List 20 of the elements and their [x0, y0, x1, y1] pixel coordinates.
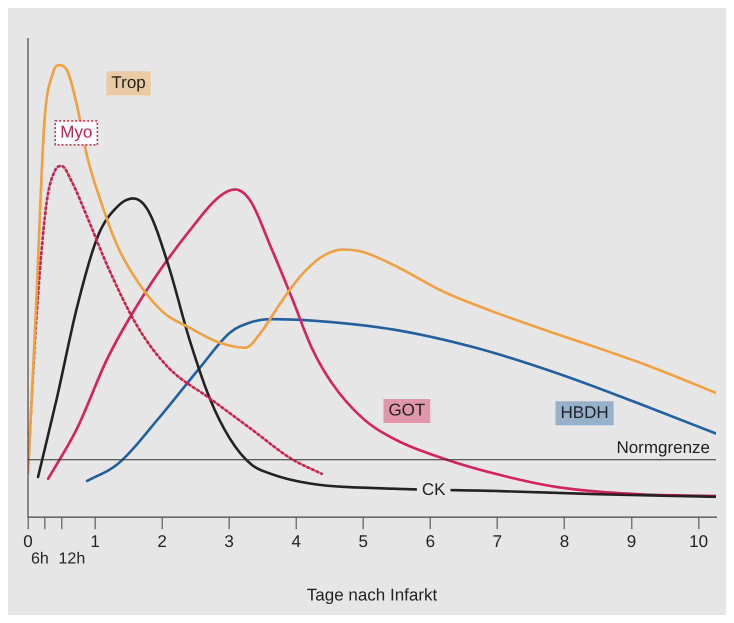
- x-tick-label: 7: [492, 532, 502, 552]
- series-label: GOT: [388, 400, 426, 420]
- x-tick-label: 6: [426, 532, 436, 552]
- series-label: HBDH: [560, 402, 609, 422]
- x-tick-label: 0: [23, 532, 33, 552]
- text: 12h: [58, 550, 86, 568]
- text: Trop: [111, 72, 146, 92]
- x-tick-label: 2: [157, 532, 167, 552]
- x-tick-label: 1: [90, 532, 100, 552]
- series-label: Myo: [60, 122, 92, 142]
- x-tick-label: 9: [626, 532, 636, 552]
- x-axis-title: Tage nach Infarkt: [306, 585, 438, 604]
- x-tick-label: 8: [560, 532, 570, 552]
- x-tick-label: 10: [689, 532, 708, 552]
- text: 6h: [30, 550, 49, 568]
- x-tick-label: 5: [358, 532, 368, 552]
- x-tick-label: 4: [291, 532, 301, 552]
- ref-line-label: Normgrenze: [616, 438, 710, 457]
- x-tick-label: 3: [224, 532, 234, 552]
- series-label: CK: [422, 480, 446, 499]
